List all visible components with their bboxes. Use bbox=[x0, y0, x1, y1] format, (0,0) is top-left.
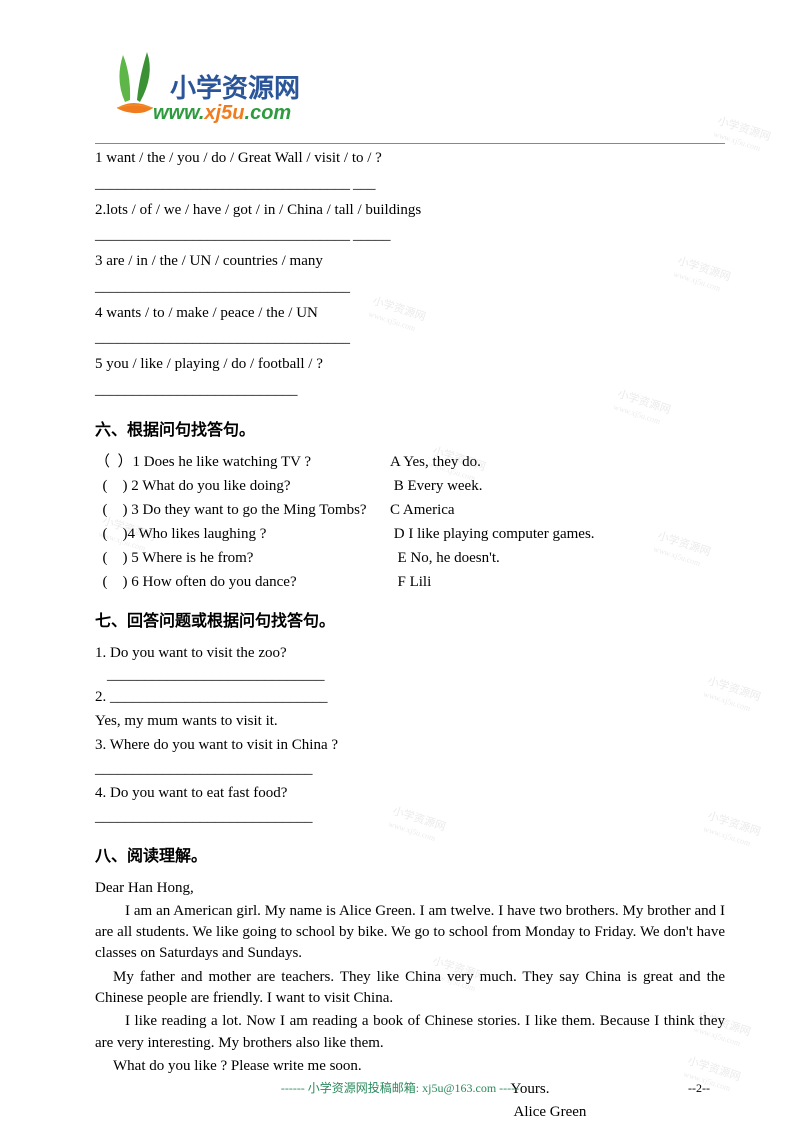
blank-line: __________________________________ bbox=[95, 328, 725, 350]
q-item: 4 wants / to / make / peace / the / UN bbox=[95, 303, 725, 325]
footer-text: ------ 小学资源网投稿邮箱: xj5u@163.com ----- bbox=[0, 1079, 800, 1096]
logo-cn-text: 小学资源网 bbox=[170, 68, 300, 105]
header-divider bbox=[95, 143, 725, 144]
paragraph: What do you like ? Please write me soon. bbox=[95, 1056, 725, 1077]
site-logo: 小学资源网 www.xj5u.com bbox=[95, 50, 725, 135]
blank-line: _____________________________ bbox=[107, 667, 725, 684]
logo-url: www.xj5u.com bbox=[153, 102, 291, 125]
blank-line: _____________________________ bbox=[95, 759, 725, 780]
q-item: 1. Do you want to visit the zoo? bbox=[95, 643, 725, 664]
match-a: E No, he doesn't. bbox=[390, 548, 725, 569]
blank-line: ___________________________ bbox=[95, 380, 725, 402]
match-row: ( ) 6 How often do you dance? F Lili bbox=[95, 572, 725, 593]
match-q: ( ) 3 Do they want to go the Ming Tombs? bbox=[95, 500, 390, 521]
match-q: ( ) 6 How often do you dance? bbox=[95, 572, 390, 593]
greeting: Dear Han Hong, bbox=[95, 878, 725, 899]
paragraph: I am an American girl. My name is Alice … bbox=[95, 901, 725, 965]
paragraph: I like reading a lot. Now I am reading a… bbox=[95, 1011, 725, 1054]
q-item: 3. Where do you want to visit in China ? bbox=[95, 735, 725, 756]
section-7-title: 七、回答问题或根据问句找答句。 bbox=[95, 607, 725, 631]
signature: Alice Green bbox=[95, 1102, 725, 1123]
match-row: （ ）1 Does he like watching TV ? A Yes, t… bbox=[95, 452, 725, 473]
match-row: ( ) 3 Do they want to go the Ming Tombs?… bbox=[95, 500, 725, 521]
match-a: C America bbox=[390, 500, 725, 521]
section-7-content: 1. Do you want to visit the zoo? _______… bbox=[95, 643, 725, 828]
page-number: --2-- bbox=[688, 1081, 710, 1096]
blank-line: _____________________________ bbox=[95, 807, 725, 828]
blank-line: _______________________________________ bbox=[95, 225, 725, 247]
section-5-content: 1 want / the / you / do / Great Wall / v… bbox=[95, 148, 725, 402]
match-a: F Lili bbox=[390, 572, 725, 593]
match-q: ( ) 5 Where is he from? bbox=[95, 548, 390, 569]
match-row: ( ) 5 Where is he from? E No, he doesn't… bbox=[95, 548, 725, 569]
match-a: B Every week. bbox=[390, 476, 725, 497]
paragraph: My father and mother are teachers. They … bbox=[95, 967, 725, 1010]
section-6-title: 六、根据问句找答句。 bbox=[95, 416, 725, 440]
answer-text: Yes, my mum wants to visit it. bbox=[95, 711, 725, 732]
q-item: 2. _____________________________ bbox=[95, 687, 725, 708]
section-8-title: 八、阅读理解。 bbox=[95, 842, 725, 866]
match-q: ( )4 Who likes laughing ? bbox=[95, 524, 390, 545]
q-item: 2.lots / of / we / have / got / in / Chi… bbox=[95, 200, 725, 222]
q-item: 3 are / in / the / UN / countries / many bbox=[95, 251, 725, 273]
q-item: 1 want / the / you / do / Great Wall / v… bbox=[95, 148, 725, 170]
match-a: A Yes, they do. bbox=[390, 452, 725, 473]
q-item: 4. Do you want to eat fast food? bbox=[95, 783, 725, 804]
q-item: 5 you / like / playing / do / football /… bbox=[95, 354, 725, 376]
section-6-content: （ ）1 Does he like watching TV ? A Yes, t… bbox=[95, 452, 725, 593]
match-q: （ ）1 Does he like watching TV ? bbox=[95, 452, 390, 473]
match-row: ( ) 2 What do you like doing? B Every we… bbox=[95, 476, 725, 497]
blank-line: __________________________________ bbox=[95, 277, 725, 299]
match-q: ( ) 2 What do you like doing? bbox=[95, 476, 390, 497]
match-a: D I like playing computer games. bbox=[390, 524, 725, 545]
match-row: ( )4 Who likes laughing ? D I like playi… bbox=[95, 524, 725, 545]
blank-line: _____________________________________ bbox=[95, 174, 725, 196]
